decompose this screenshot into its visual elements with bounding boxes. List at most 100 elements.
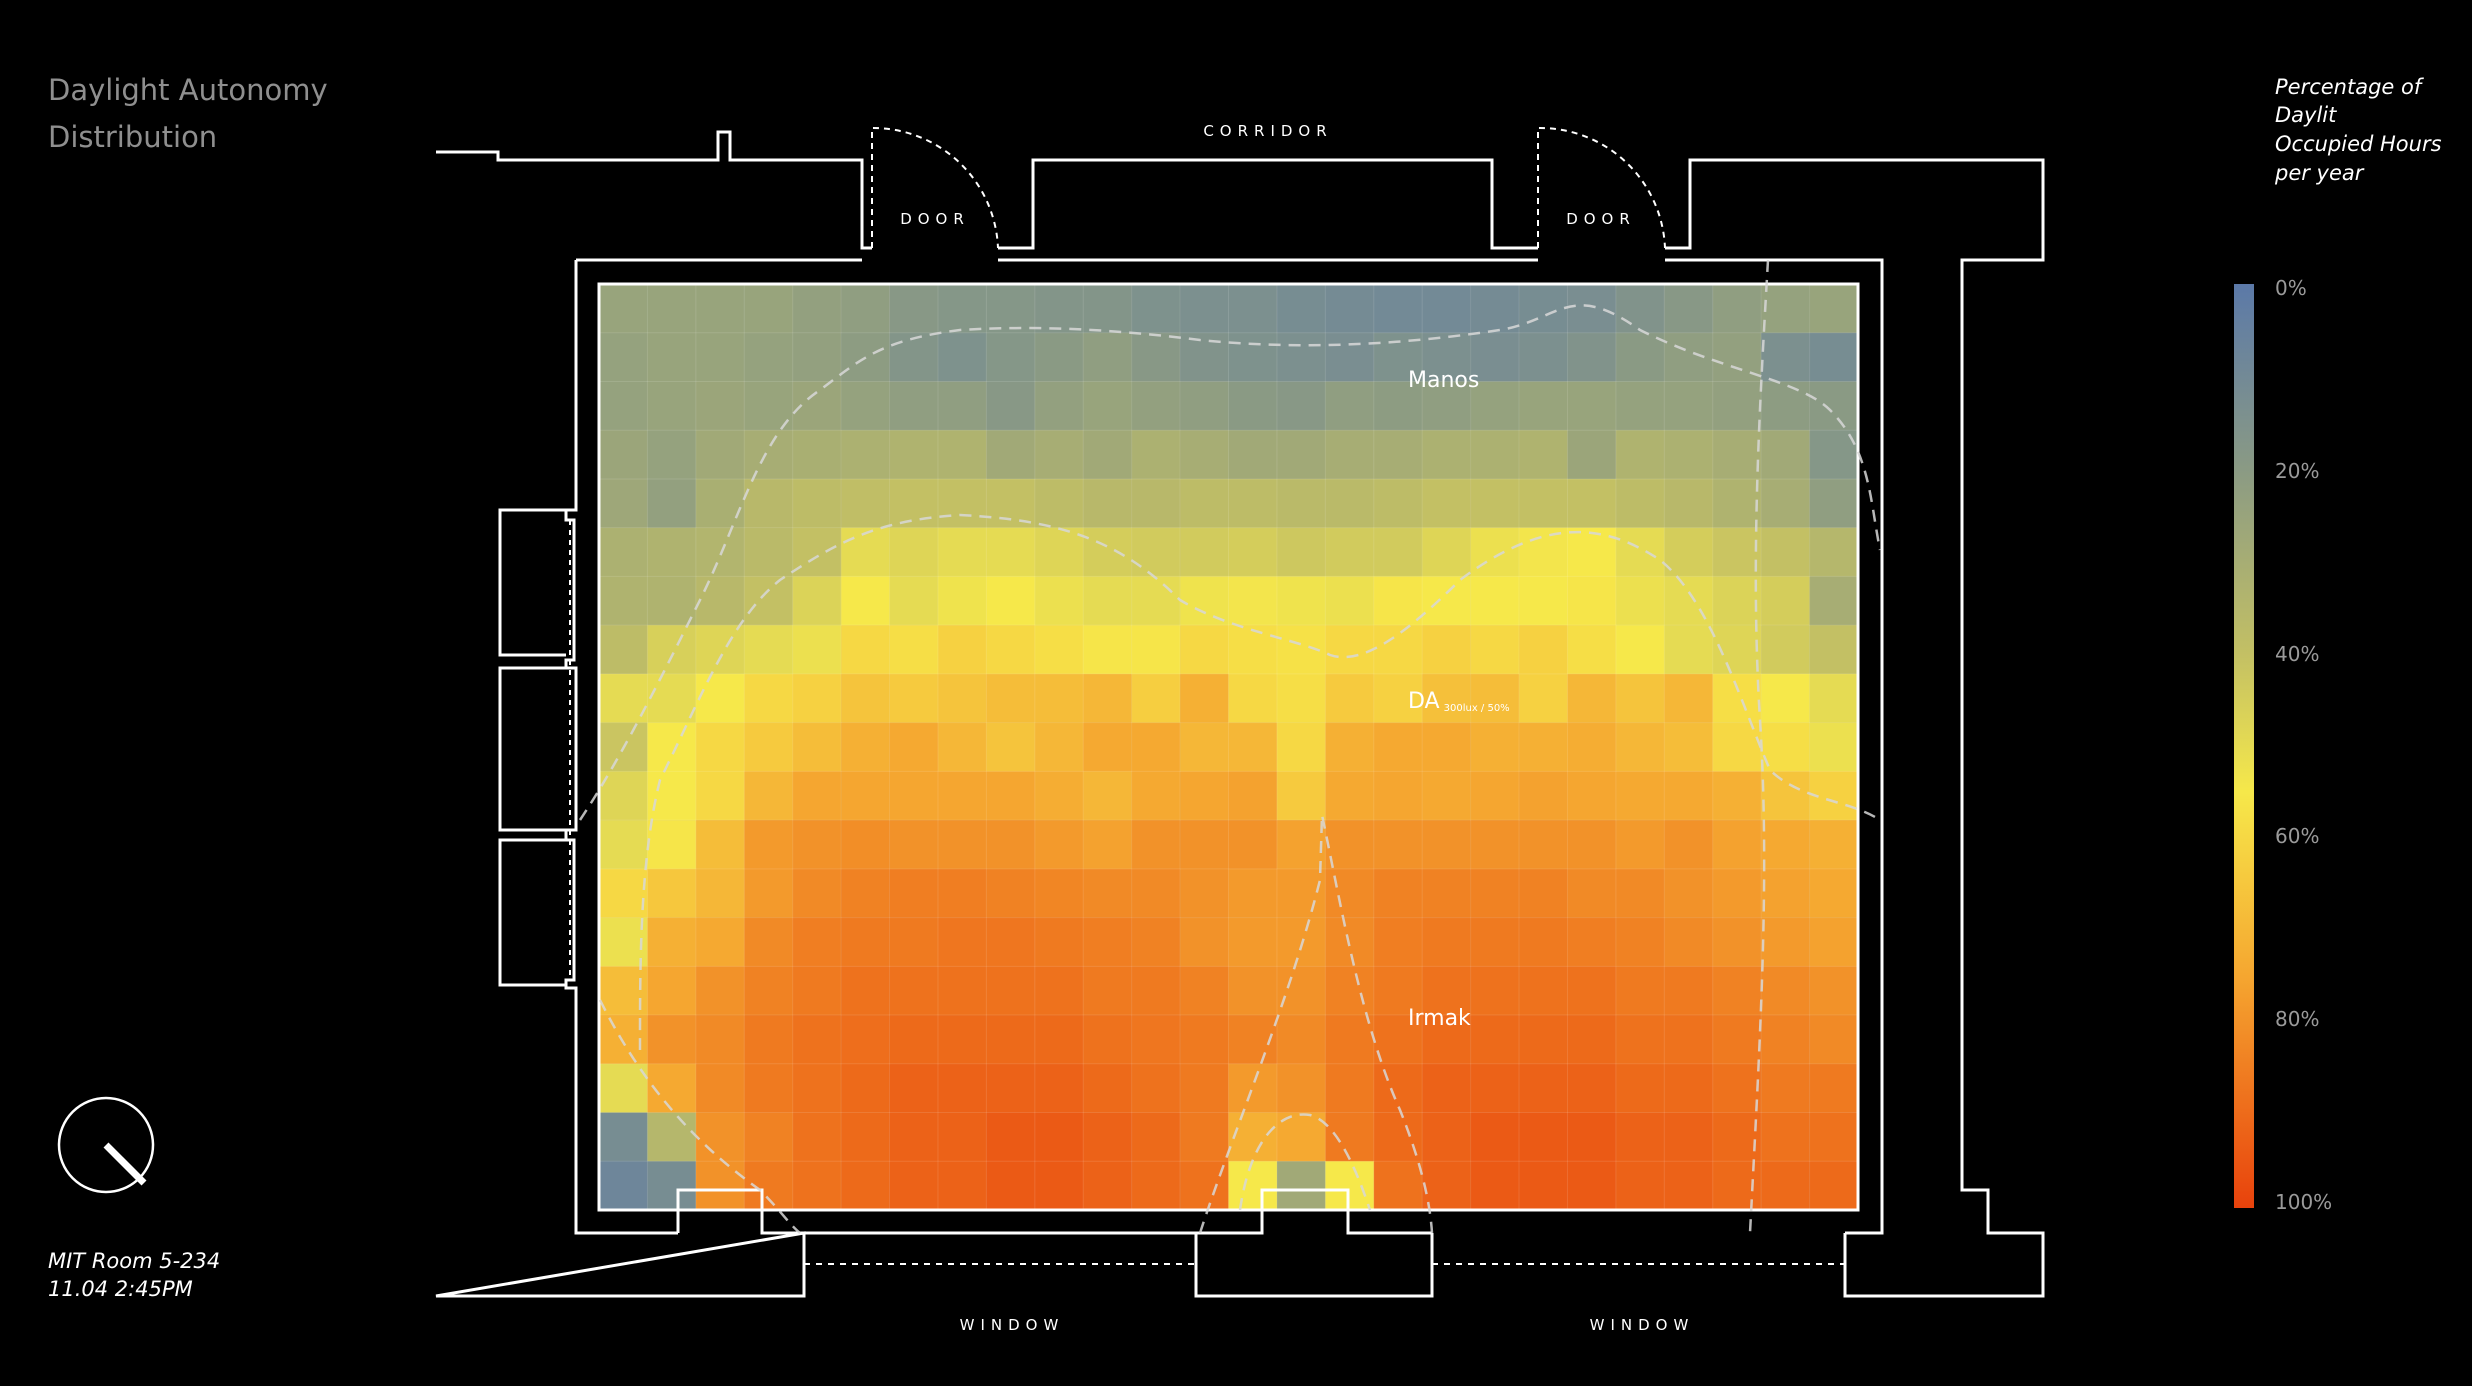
heatmap-cell [986,771,1035,820]
heatmap-cell [1132,1064,1181,1113]
heatmap-cell [1713,1064,1762,1113]
heatmap-cell [1035,479,1084,528]
heatmap-cell [1180,918,1229,967]
heatmap-cell [1325,333,1374,382]
heatmap-cell [1713,771,1762,820]
label-door-left: DOOR [900,210,970,228]
heatmap-cell [986,966,1035,1015]
heatmap-cell [1325,576,1374,625]
heatmap-cell [1810,528,1859,577]
heatmap-cell [1519,625,1568,674]
heatmap-cell [1229,674,1278,723]
heatmap-cell [1664,966,1713,1015]
heatmap-cell [1713,528,1762,577]
heatmap-cell [841,966,890,1015]
heatmap-grid [599,284,1858,1210]
heatmap-cell [841,918,890,967]
heatmap-cell [1616,1161,1665,1210]
heatmap-cell [1325,869,1374,918]
heatmap-cell [1713,576,1762,625]
heatmap-cell [841,528,890,577]
heatmap-cell [938,918,987,967]
heatmap-cell [744,1064,793,1113]
heatmap-cell [1567,479,1616,528]
heatmap-cell [1180,284,1229,333]
heatmap-cell [1374,528,1423,577]
heatmap-cell [1810,381,1859,430]
heatmap-cell [1035,381,1084,430]
zone-label-da-sub: 300lux / 50% [1444,703,1510,714]
heatmap-cell [1422,1113,1471,1162]
heatmap-cell [793,576,842,625]
heatmap-cell [793,723,842,772]
heatmap-cell [793,1113,842,1162]
heatmap-cell [599,820,648,869]
heatmap-cell [1761,1113,1810,1162]
heatmap-cell [1180,1064,1229,1113]
heatmap-cell [1374,430,1423,479]
heatmap-cell [696,1064,745,1113]
heatmap-cell [696,966,745,1015]
heatmap-cell [1567,284,1616,333]
heatmap-cell [1519,479,1568,528]
heatmap-cell [1567,1015,1616,1064]
heatmap-cell [1325,284,1374,333]
heatmap-cell [1035,1161,1084,1210]
zone-label-da-main: DA [1408,689,1440,714]
heatmap-cell [1083,1064,1132,1113]
heatmap-cell [1229,576,1278,625]
heatmap-cell [1035,723,1084,772]
heatmap-cell [938,674,987,723]
heatmap-cell [1519,674,1568,723]
heatmap-cell [1519,723,1568,772]
heatmap-cell [1132,966,1181,1015]
heatmap-cell [1471,430,1520,479]
heatmap-cell [1422,723,1471,772]
heatmap-cell [599,333,648,382]
heatmap-cell [1810,1161,1859,1210]
heatmap-cell [938,869,987,918]
heatmap-cell [938,1161,987,1210]
heatmap-cell [1519,1015,1568,1064]
heatmap-cell [1664,1064,1713,1113]
heatmap-cell [1132,576,1181,625]
heatmap-cell [647,1113,696,1162]
heatmap-cell [1132,381,1181,430]
heatmap-cell [696,430,745,479]
heatmap-cell [1180,381,1229,430]
heatmap-cell [1471,723,1520,772]
heatmap-cell [1277,1064,1326,1113]
heatmap-cell [599,869,648,918]
heatmap-cell [1374,1161,1423,1210]
heatmap-cell [696,1161,745,1210]
heatmap-cell [1713,918,1762,967]
heatmap-cell [1083,381,1132,430]
heatmap-cell [1567,1113,1616,1162]
heatmap-cell [938,479,987,528]
heatmap-cell [696,674,745,723]
heatmap-cell [1083,869,1132,918]
heatmap-cell [1180,479,1229,528]
heatmap-cell [1471,528,1520,577]
heatmap-cell [1325,381,1374,430]
heatmap-cell [1713,284,1762,333]
heatmap-cell [1229,820,1278,869]
heatmap-cell [1713,430,1762,479]
legend-tick-80: 80% [2275,1007,2319,1031]
zone-label-manos: Manos [1408,368,1479,393]
heatmap-cell [744,1113,793,1162]
heatmap-cell [1810,576,1859,625]
heatmap-cell [647,284,696,333]
heatmap-cell [1664,869,1713,918]
heatmap-cell [599,284,648,333]
heatmap-cell [1471,479,1520,528]
heatmap-cell [1519,284,1568,333]
heatmap-cell [599,528,648,577]
legend-title-line-3: Occupied Hours [2275,132,2442,156]
heatmap-cell [696,771,745,820]
heatmap-cell [890,918,939,967]
heatmap-cell [890,284,939,333]
heatmap-cell [841,723,890,772]
heatmap-cell [1519,528,1568,577]
heatmap-cell [1325,430,1374,479]
